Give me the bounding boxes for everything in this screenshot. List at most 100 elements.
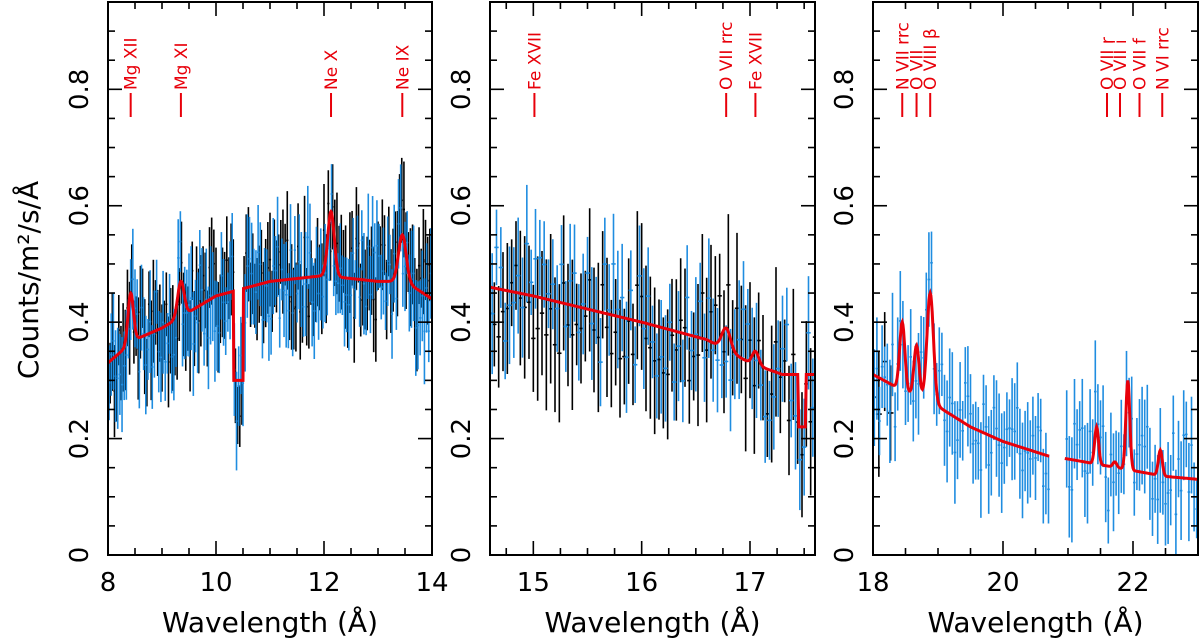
data-point [1005,392,1009,467]
data-point [717,253,722,338]
series-0 [490,208,815,518]
data-point [977,407,980,480]
data-point [576,284,581,381]
data-point [875,317,879,420]
data-point [997,393,1001,497]
y-tick-label: 0 [830,547,860,564]
data-point [190,246,193,351]
line-annotation: Mg XII [122,37,142,117]
data-point [196,272,199,373]
x-axis-label: Wavelength (Å) [927,605,1143,639]
y-axis-label: Counts/m²/s/Å [11,181,45,379]
data-point [585,236,590,310]
data-point [1140,386,1144,485]
data-point [373,223,376,282]
data-point [880,325,884,409]
data-point [371,196,374,300]
data-point [496,286,501,388]
data-point [375,200,378,292]
line-annotation: Fe XVII [746,32,766,117]
y-tick-label: 0.8 [65,69,95,110]
data-point [503,302,508,380]
data-point [633,326,638,403]
data-point [529,249,534,316]
model-curve [108,208,432,382]
data-point [1174,469,1178,555]
data-point [806,276,811,390]
model-curve [1064,380,1198,481]
data-point [539,250,545,376]
data-point [142,297,145,371]
panel-left: 8 10 12 14 0 0.2 0.4 0.6 0.8 Wavelength (Å) Mg XII… [65,1,449,639]
data-point [237,346,240,426]
y-tick-label: 0 [65,547,95,564]
data-point [367,193,370,300]
series-1 [873,231,1198,555]
x-tick-label: 12 [307,568,340,598]
data-point [737,280,742,400]
data-point [745,288,750,360]
data-point [1083,425,1087,517]
data-point [149,270,152,373]
y-tick-label: 0.2 [830,418,860,459]
data-point [1101,385,1105,468]
data-point [172,309,175,401]
data-point [1010,378,1014,481]
data-point [250,222,253,325]
data-point [1070,437,1074,543]
line-label: Fe XVII [746,32,766,90]
data-point [607,264,612,356]
data-point [1143,399,1146,494]
x-tick-label: 8 [100,568,117,598]
data-point [550,239,555,330]
line-annotation: O VIII β [921,28,941,117]
data-point [494,209,499,286]
data-point [179,211,182,272]
y-tick-label: 0.2 [65,418,95,459]
data-point [380,254,383,320]
data-point [982,374,985,434]
data-point [1179,441,1183,540]
line-label: O VII [908,50,928,90]
line-label: Ne IX [393,44,413,90]
line-label: O VII f [1131,37,1151,90]
data-point [969,374,972,454]
data-point [1000,413,1003,513]
data-point [203,301,206,366]
data-point [181,281,184,367]
data-point [672,343,677,421]
data-point [369,255,372,334]
data-point [943,374,946,466]
data-point [423,278,426,385]
data-point [1112,433,1115,532]
line-annotation: O VII [908,50,928,117]
data-point [1023,410,1027,492]
data-point [341,255,344,316]
data-point [743,305,748,452]
line-label: Fe XVII [525,32,545,90]
data-point [886,343,889,426]
data-point [313,262,316,360]
data-point [1029,420,1032,498]
data-point [289,204,292,297]
data-point [235,371,238,471]
data-point [343,257,346,347]
data-point [386,216,389,307]
data-point [728,328,733,432]
model-curve [490,285,815,429]
series-1 [108,164,432,471]
data-point [498,227,503,308]
data-point [641,268,646,389]
data-point [891,292,894,397]
data-point [1120,399,1123,493]
data-point [741,261,746,358]
data-point [948,348,951,447]
data-point [1036,393,1040,462]
data-point [581,253,586,355]
data-point [888,359,892,463]
line-annotation: Ne IX [393,44,413,117]
data-point [1013,383,1016,480]
x-tick-label: 10 [199,568,232,598]
line-label: O VII rrc [717,22,737,91]
